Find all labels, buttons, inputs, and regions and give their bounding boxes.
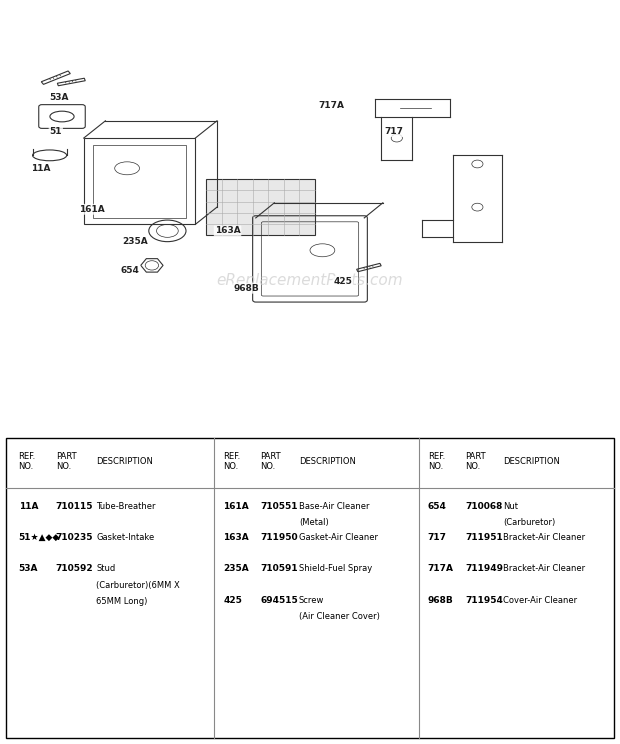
Text: 235A: 235A xyxy=(223,564,249,574)
Bar xyxy=(206,179,315,235)
Text: DESCRIPTION: DESCRIPTION xyxy=(503,457,560,466)
Text: 53A: 53A xyxy=(19,564,38,574)
Text: DESCRIPTION: DESCRIPTION xyxy=(96,457,153,466)
Text: Gasket-Air Cleaner: Gasket-Air Cleaner xyxy=(299,533,378,542)
Text: (Air Cleaner Cover): (Air Cleaner Cover) xyxy=(299,612,379,620)
Bar xyxy=(84,138,195,225)
Text: (Metal): (Metal) xyxy=(299,518,329,527)
Text: 53A: 53A xyxy=(49,92,69,102)
Text: PART
NO.: PART NO. xyxy=(465,452,485,471)
Text: 717A: 717A xyxy=(319,101,345,110)
Text: 711950: 711950 xyxy=(260,533,298,542)
Text: 710592: 710592 xyxy=(56,564,94,574)
Text: (Carburetor)(6MM X: (Carburetor)(6MM X xyxy=(96,580,180,589)
Text: 968B: 968B xyxy=(428,595,454,605)
Text: 717: 717 xyxy=(384,127,403,136)
Text: 65MM Long): 65MM Long) xyxy=(96,597,148,606)
Text: 163A: 163A xyxy=(215,226,241,235)
Text: Stud: Stud xyxy=(96,564,115,574)
Text: 425: 425 xyxy=(223,595,242,605)
Text: 11A: 11A xyxy=(30,164,50,173)
Text: 710591: 710591 xyxy=(260,564,298,574)
Text: 161A: 161A xyxy=(79,205,105,214)
Text: (Carburetor): (Carburetor) xyxy=(503,518,556,527)
Text: 163A: 163A xyxy=(223,533,249,542)
Text: Tube-Breather: Tube-Breather xyxy=(96,501,156,511)
Text: 51: 51 xyxy=(50,127,62,136)
Text: Bracket-Air Cleaner: Bracket-Air Cleaner xyxy=(503,533,585,542)
Text: 710235: 710235 xyxy=(56,533,93,542)
Text: 694515: 694515 xyxy=(260,595,298,605)
Text: Cover-Air Cleaner: Cover-Air Cleaner xyxy=(503,595,578,605)
Text: 710115: 710115 xyxy=(56,501,93,511)
Text: eReplacementParts.com: eReplacementParts.com xyxy=(216,273,404,288)
Text: 654: 654 xyxy=(428,501,446,511)
Text: 711951: 711951 xyxy=(465,533,503,542)
Text: 717A: 717A xyxy=(428,564,454,574)
Text: 710551: 710551 xyxy=(260,501,298,511)
Text: REF.
NO.: REF. NO. xyxy=(19,452,36,471)
Text: 711954: 711954 xyxy=(465,595,503,605)
Text: 968B: 968B xyxy=(234,283,260,292)
Bar xyxy=(93,144,186,218)
Text: Nut: Nut xyxy=(503,501,518,511)
Text: Screw: Screw xyxy=(299,595,324,605)
Text: 717: 717 xyxy=(428,533,447,542)
Text: 161A: 161A xyxy=(223,501,249,511)
Text: 654: 654 xyxy=(121,266,140,275)
Text: REF.
NO.: REF. NO. xyxy=(223,452,241,471)
Text: Base-Air Cleaner: Base-Air Cleaner xyxy=(299,501,370,511)
Text: 235A: 235A xyxy=(122,237,148,246)
Text: PART
NO.: PART NO. xyxy=(56,452,76,471)
Text: PART
NO.: PART NO. xyxy=(260,452,281,471)
Text: 711949: 711949 xyxy=(465,564,503,574)
Text: Bracket-Air Cleaner: Bracket-Air Cleaner xyxy=(503,564,585,574)
Text: Gasket-Intake: Gasket-Intake xyxy=(96,533,154,542)
Text: 11A: 11A xyxy=(19,501,38,511)
Text: 425: 425 xyxy=(334,277,352,286)
Text: Shield-Fuel Spray: Shield-Fuel Spray xyxy=(299,564,372,574)
Text: DESCRIPTION: DESCRIPTION xyxy=(299,457,356,466)
Text: 710068: 710068 xyxy=(465,501,502,511)
Text: REF.
NO.: REF. NO. xyxy=(428,452,445,471)
Text: 51★▲◆◆: 51★▲◆◆ xyxy=(19,533,60,542)
